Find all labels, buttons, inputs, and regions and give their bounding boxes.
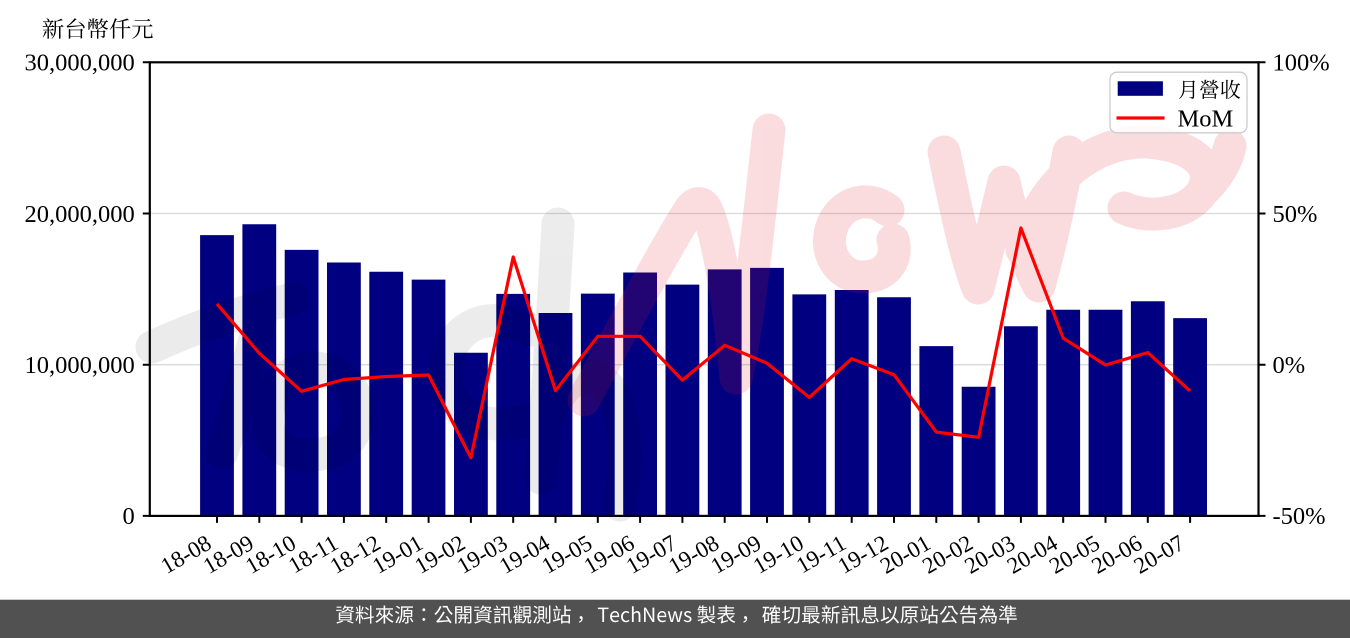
svg-text:10,000,000: 10,000,000 (25, 352, 135, 379)
svg-text:100%: 100% (1273, 50, 1330, 77)
svg-text:0%: 0% (1273, 352, 1306, 379)
svg-text:0: 0 (123, 503, 135, 530)
svg-text:30,000,000: 30,000,000 (25, 50, 135, 77)
svg-text:20,000,000: 20,000,000 (25, 201, 135, 228)
svg-text:-50%: -50% (1273, 503, 1326, 530)
svg-text:MoM: MoM (1178, 105, 1234, 132)
svg-text:50%: 50% (1273, 201, 1318, 228)
